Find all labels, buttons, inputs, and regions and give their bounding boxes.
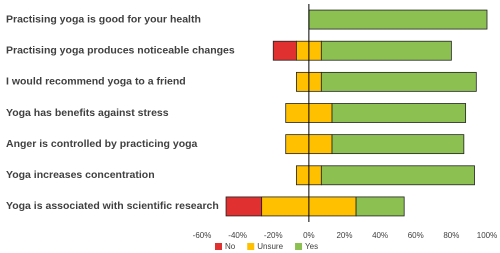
x-tick-label: 40% (372, 231, 388, 240)
bar-segment (355, 196, 405, 217)
bar-segment (308, 9, 488, 30)
bar-segment (272, 40, 297, 61)
bar-segment (331, 103, 467, 123)
category-label: Yoga has benefits against stress (6, 107, 169, 119)
category-label: I would recommend yoga to a friend (6, 76, 186, 88)
x-tick-label: 100% (477, 231, 497, 240)
legend-swatch (247, 243, 255, 250)
x-tick-label: 60% (408, 231, 424, 240)
bar-segment (331, 134, 465, 155)
legend-label: Unsure (257, 242, 283, 251)
bar-segment (320, 40, 452, 61)
legend-swatch (215, 243, 222, 250)
category-label: Anger is controlled by practicing yoga (6, 138, 198, 150)
legend-label: Yes (305, 242, 318, 251)
bar-segment (320, 165, 475, 186)
x-tick-label: -40% (228, 231, 247, 240)
x-tick-label: 0% (303, 231, 315, 240)
category-label: Practising yoga is good for your health (6, 13, 201, 25)
category-label: Yoga increases concentration (6, 169, 155, 181)
x-tick-label: -60% (193, 231, 212, 240)
category-label: Practising yoga produces noticeable chan… (6, 44, 235, 56)
x-tick-label: 20% (336, 231, 352, 240)
bar-segment (320, 71, 477, 92)
x-tick-label: -20% (264, 231, 283, 240)
x-tick-label: 80% (443, 231, 459, 240)
legend-label: No (225, 242, 236, 251)
bar-segment (225, 196, 263, 217)
legend-swatch (295, 243, 303, 250)
category-label: Yoga is associated with scientific resea… (6, 200, 219, 212)
